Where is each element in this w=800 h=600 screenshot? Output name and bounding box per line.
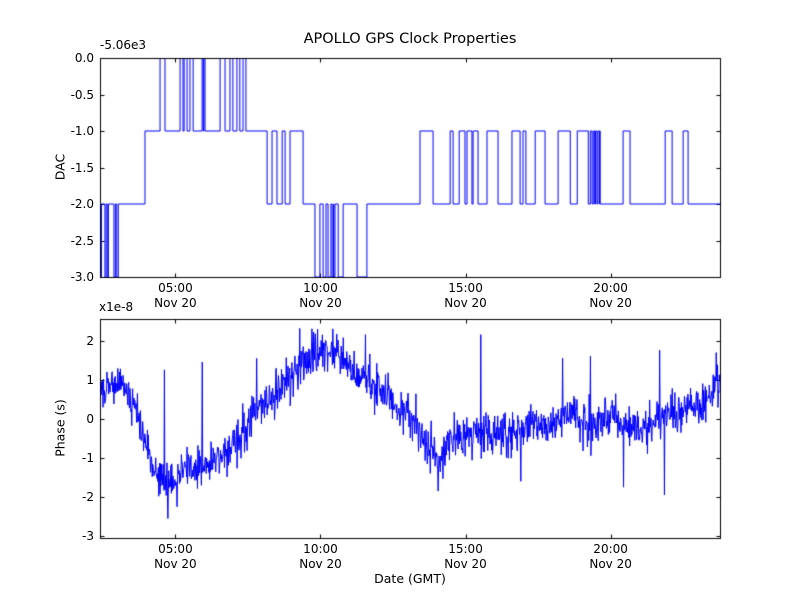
figure: APOLLO GPS Clock Properties -5.06e3 DAC … — [0, 0, 800, 600]
plot-canvas — [0, 0, 800, 600]
